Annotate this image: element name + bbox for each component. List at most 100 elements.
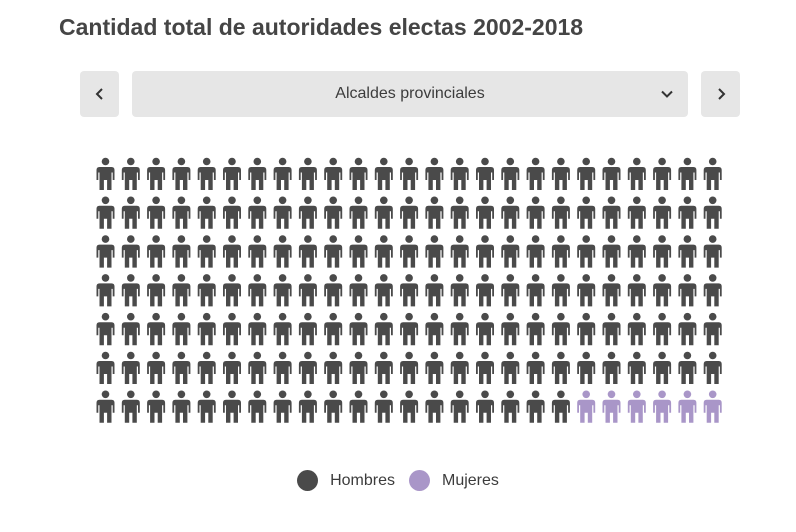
person-icon: [450, 157, 469, 190]
person-icon: [172, 196, 191, 229]
person-icon: [501, 274, 520, 307]
person-icon: [248, 312, 267, 346]
person-icon: [400, 235, 419, 268]
person-icon: [450, 274, 469, 307]
person-icon: [147, 390, 166, 423]
person-icon: [602, 274, 621, 307]
person-icon: [273, 351, 292, 384]
legend-swatch: [409, 470, 430, 491]
person-icon: [400, 312, 419, 346]
legend-item: Hombres: [297, 470, 395, 491]
person-icon: [349, 157, 368, 190]
person-icon: [298, 235, 317, 268]
person-icon: [96, 390, 115, 423]
person-icon: [197, 274, 216, 307]
person-icon: [248, 157, 267, 190]
person-icon: [349, 312, 368, 346]
person-icon: [223, 157, 241, 190]
person-icon: [400, 390, 419, 423]
person-icon: [627, 351, 646, 384]
person-icon: [653, 390, 672, 423]
person-icon: [147, 274, 166, 307]
person-icon: [526, 390, 545, 423]
person-icon: [374, 157, 393, 190]
person-icon: [450, 196, 469, 229]
person-icon: [374, 235, 393, 268]
person-icon: [349, 235, 368, 268]
person-icon: [703, 235, 722, 268]
person-icon: [172, 312, 191, 346]
person-icon: [197, 235, 216, 268]
person-icon: [324, 312, 343, 346]
person-icon: [172, 235, 191, 268]
person-icon: [526, 274, 545, 307]
person-icon: [96, 196, 115, 229]
person-icon: [223, 390, 241, 423]
person-icon: [147, 196, 166, 229]
person-icon: [501, 157, 520, 190]
person-icon: [248, 390, 267, 423]
select-value: Alcaldes provinciales: [335, 85, 485, 102]
person-icon: [197, 351, 216, 384]
person-icon: [121, 274, 140, 307]
person-icon: [374, 312, 393, 346]
person-icon: [703, 312, 722, 346]
person-icon: [551, 274, 570, 307]
person-icon: [577, 235, 596, 268]
person-icon: [602, 390, 621, 423]
person-icon: [121, 351, 140, 384]
person-icon: [425, 351, 444, 384]
person-icon: [476, 312, 494, 346]
person-icon: [526, 312, 545, 346]
person-icon: [425, 157, 444, 190]
person-icon: [324, 196, 343, 229]
person-icon: [425, 312, 444, 346]
person-icon: [349, 274, 368, 307]
person-icon: [476, 390, 494, 423]
person-icon: [627, 196, 646, 229]
person-icon: [273, 274, 292, 307]
person-icon: [147, 351, 166, 384]
person-icon: [223, 351, 241, 384]
person-icon: [526, 235, 545, 268]
person-icon: [678, 312, 697, 346]
person-icon: [425, 274, 444, 307]
person-icon: [248, 351, 267, 384]
chevron-right-icon: [717, 88, 725, 100]
person-icon: [298, 157, 317, 190]
person-icon: [627, 235, 646, 268]
person-icon: [197, 196, 216, 229]
person-icon: [374, 274, 393, 307]
person-icon: [400, 196, 419, 229]
person-icon: [703, 157, 722, 190]
person-icon: [324, 235, 343, 268]
person-icon: [678, 196, 697, 229]
person-icon: [703, 274, 722, 307]
person-icon: [476, 274, 494, 307]
person-icon: [602, 235, 621, 268]
person-icon: [273, 390, 292, 423]
person-icon: [96, 351, 115, 384]
next-button[interactable]: [701, 71, 740, 117]
person-icon: [248, 196, 267, 229]
person-icon: [501, 196, 520, 229]
person-icon: [121, 390, 140, 423]
person-icon: [678, 351, 697, 384]
person-icon: [147, 312, 166, 346]
person-icon: [425, 390, 444, 423]
person-icon: [551, 196, 570, 229]
person-icon: [248, 274, 267, 307]
person-icon: [450, 235, 469, 268]
authority-type-select[interactable]: Alcaldes provinciales: [132, 71, 688, 117]
person-icon: [324, 351, 343, 384]
person-icon: [400, 274, 419, 307]
previous-button[interactable]: [80, 71, 119, 117]
person-icon: [577, 274, 596, 307]
person-icon: [551, 157, 570, 190]
legend-label: Hombres: [330, 471, 395, 489]
person-icon: [703, 390, 722, 423]
person-icon: [450, 390, 469, 423]
person-icon: [197, 157, 216, 190]
person-icon: [627, 274, 646, 307]
person-icon: [298, 274, 317, 307]
